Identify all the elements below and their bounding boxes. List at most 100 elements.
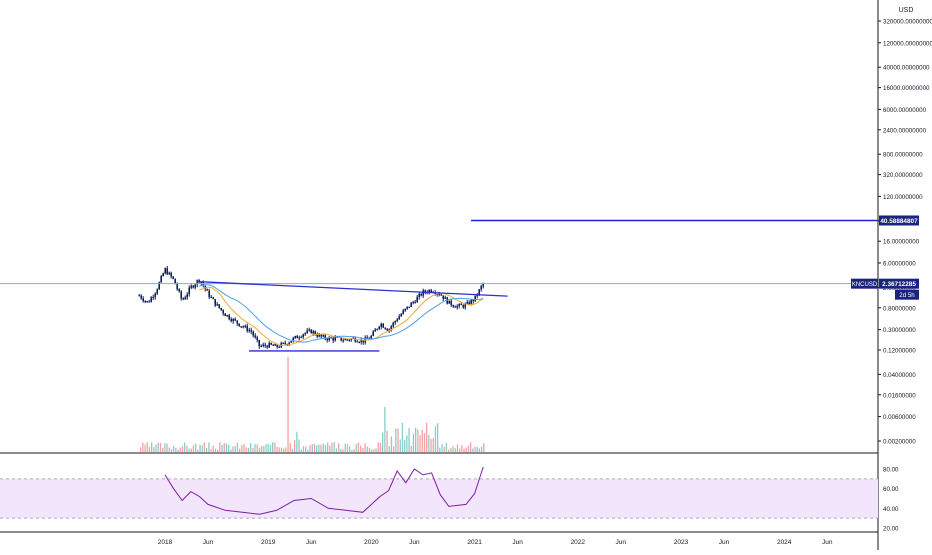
volume-bar (465, 447, 467, 452)
price-tick-label: 800.00000000 (883, 152, 923, 159)
volume-bar (287, 357, 289, 452)
candle-body (320, 334, 322, 337)
candle-body (466, 302, 468, 305)
candle-body (350, 338, 352, 341)
volume-bar (155, 444, 157, 452)
volume-bar (159, 443, 162, 452)
candle-body (278, 346, 280, 348)
candle-body (366, 337, 368, 339)
time-tick-label: 2020 (364, 539, 379, 546)
candle-body (424, 290, 426, 293)
price-tick-label: 320000.00000000 (883, 19, 932, 26)
candle-body (474, 295, 476, 302)
volume-bar (197, 449, 199, 452)
candle-body (442, 295, 444, 299)
volume-bar (217, 449, 219, 452)
volume-bar (278, 447, 280, 452)
candle-body (392, 322, 394, 327)
resistance-trendline[interactable] (196, 280, 508, 297)
volume-bar (393, 446, 395, 452)
ma-slow-line (199, 284, 484, 343)
volume-bar (395, 428, 397, 452)
volume-bar (412, 433, 415, 452)
candle-body (150, 297, 152, 303)
volume-bar (309, 445, 311, 452)
volume-bar (140, 447, 142, 452)
volume-bar (448, 449, 450, 452)
volume-bar (291, 448, 294, 452)
rsi-line (164, 466, 484, 515)
time-tick-label: 2018 (158, 539, 173, 546)
candle-body (456, 306, 458, 308)
volume-bar (461, 445, 463, 452)
candle-body (330, 337, 332, 339)
candle-body (312, 331, 314, 334)
volume-bar (483, 443, 485, 452)
volume-bar (417, 429, 419, 452)
volume-bar (192, 445, 195, 452)
price-tick-label: 0.00200000 (883, 439, 916, 446)
volume-bar (375, 448, 377, 452)
volume-bar (300, 449, 302, 452)
volume-bar (441, 444, 443, 452)
candle-body (166, 268, 168, 275)
candle-body (480, 286, 482, 290)
price-tick-label: 6000.00000000 (883, 107, 927, 114)
candle-body (476, 295, 478, 297)
candle-body (400, 314, 402, 317)
volume-bar (214, 448, 217, 452)
volume-bar (445, 442, 448, 452)
candle-body (268, 342, 270, 348)
candle-body (260, 345, 262, 347)
rsi-tick-label: 60.00 (883, 486, 899, 493)
volume-bar (366, 446, 368, 452)
candle-body (398, 316, 400, 320)
candle-body (228, 315, 230, 320)
ma-fast-line (199, 286, 484, 346)
candle-body (274, 344, 276, 346)
target-price-tag (879, 215, 919, 226)
volume-bar (146, 442, 148, 452)
volume-bar (263, 446, 265, 452)
candle-body (164, 268, 166, 274)
price-tick-label: 0.00600000 (883, 414, 916, 421)
volume-bar (351, 449, 353, 452)
volume-bar (324, 444, 327, 452)
candle-body (326, 338, 328, 341)
volume-bar (236, 442, 239, 452)
candle-body (404, 308, 406, 311)
candle-body (458, 304, 460, 307)
candle-body (348, 339, 350, 341)
candle-body (140, 295, 142, 299)
candle-body (372, 331, 374, 336)
volume-bar (364, 443, 366, 452)
volume-bar (142, 442, 144, 452)
volume-bar (228, 444, 230, 452)
volume-bar (335, 448, 338, 452)
volume-bar (377, 442, 379, 452)
volume-bar (173, 445, 175, 452)
volume-bar (250, 442, 252, 452)
volume-bar (368, 447, 371, 452)
volume-bar (456, 444, 459, 452)
time-tick-label: 2019 (261, 539, 276, 546)
candle-body (306, 330, 308, 333)
volume-bar (340, 448, 342, 452)
volume-bar (327, 442, 329, 452)
candle-body (198, 280, 200, 282)
volume-bar (318, 444, 320, 452)
candle-body (406, 306, 408, 309)
candle-body (300, 336, 302, 338)
candle-body (328, 337, 330, 341)
volume-bar (243, 444, 245, 452)
volume-bar (371, 449, 373, 452)
volume-bar (206, 448, 208, 452)
candle-body (148, 301, 150, 303)
candle-body (452, 305, 454, 307)
candle-body (318, 334, 320, 337)
candle-body (234, 318, 236, 321)
candle-body (224, 313, 226, 317)
candle-body (382, 323, 384, 328)
volume-bar (333, 442, 335, 452)
